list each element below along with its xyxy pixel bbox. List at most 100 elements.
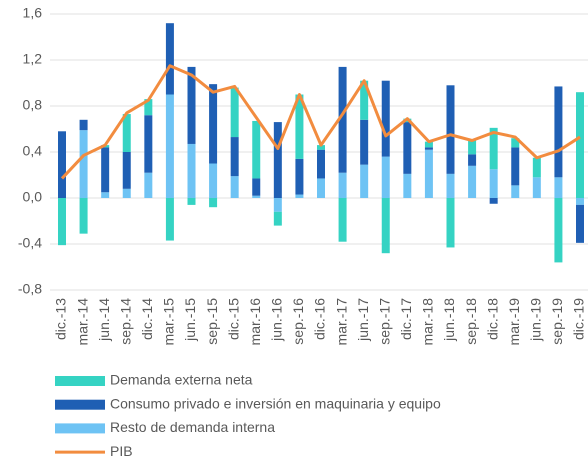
x-tick-label: dic.-13 xyxy=(53,298,69,340)
bar-segment xyxy=(122,114,131,152)
bar-segment xyxy=(273,198,282,212)
legend-swatch xyxy=(55,423,105,434)
x-tick-label: mar.-19 xyxy=(506,298,522,346)
bar-segment xyxy=(187,66,196,144)
bar-segment xyxy=(554,177,563,198)
bar-segment xyxy=(209,163,218,198)
bar-segment xyxy=(360,80,369,120)
bar-segment xyxy=(532,157,541,178)
bar-segment xyxy=(489,198,498,204)
x-tick-label: sep.-17 xyxy=(376,298,392,345)
bar-segment xyxy=(403,122,412,174)
bar-segment xyxy=(101,192,110,198)
x-tick-label: mar.-16 xyxy=(247,298,263,346)
bar-segment xyxy=(446,173,455,198)
bar-segment xyxy=(360,164,369,198)
bar-segment xyxy=(468,154,477,166)
bar-segment xyxy=(489,169,498,198)
bar-segment xyxy=(576,198,584,205)
x-tick-label: dic.-17 xyxy=(398,298,414,340)
x-tick-label: dic.-15 xyxy=(225,298,241,340)
bar-segment xyxy=(338,198,347,242)
x-tick-label: jun.-19 xyxy=(528,298,544,342)
x-tick-label: sep.-16 xyxy=(290,298,306,345)
x-tick-label: mar.-18 xyxy=(420,298,436,346)
bar-segment xyxy=(338,66,347,173)
bar-segment xyxy=(576,92,584,198)
x-tick-label: jun.-16 xyxy=(269,298,285,342)
bar-segment xyxy=(273,211,282,226)
bar-segment xyxy=(446,85,455,174)
bar-segment xyxy=(209,198,218,208)
legend-swatch xyxy=(55,376,105,386)
bar-segment xyxy=(468,165,477,198)
bar-segment xyxy=(79,130,88,198)
legend-label: Demanda externa neta xyxy=(110,372,253,388)
x-tick-label: dic.-18 xyxy=(484,298,500,340)
y-tick-label: 0,8 xyxy=(23,97,43,113)
bar-segment xyxy=(317,145,325,150)
bar-segment xyxy=(424,141,433,148)
x-tick-label: dic.-16 xyxy=(312,298,328,340)
x-tick-label: jun.-14 xyxy=(96,298,112,342)
bar-segment xyxy=(381,198,390,254)
bar-segment xyxy=(252,195,261,198)
x-tick-label: sep.-19 xyxy=(549,298,565,345)
bar-segment xyxy=(165,198,174,241)
x-tick-label: mar.-17 xyxy=(333,298,349,346)
y-tick-label: 0,4 xyxy=(23,143,43,159)
bar-segment xyxy=(187,198,196,205)
y-tick-label: 0,0 xyxy=(23,189,43,205)
bar-segment xyxy=(511,138,520,148)
bar-segment xyxy=(295,94,304,159)
bar-segment xyxy=(144,99,153,116)
x-tick-label: mar.-15 xyxy=(161,298,177,346)
bar-segment xyxy=(230,176,239,198)
bar-segment xyxy=(165,23,174,95)
bar-segment xyxy=(230,137,239,177)
y-tick-label: 1,6 xyxy=(23,5,43,21)
bar-segment xyxy=(79,119,88,131)
bar-segment xyxy=(511,185,520,198)
bar-segment xyxy=(338,172,347,198)
bar-segment xyxy=(511,147,520,186)
legend-label: PIB xyxy=(110,443,133,459)
x-tick-label: dic.-14 xyxy=(139,298,155,340)
line xyxy=(60,64,581,180)
bar-segment xyxy=(144,172,153,198)
bar-segment xyxy=(554,198,563,263)
bar-segment xyxy=(295,194,304,198)
bar-segment xyxy=(424,147,433,150)
y-tick-label: 1,2 xyxy=(23,51,43,67)
bar-segment xyxy=(122,188,131,198)
y-tick-label: -0,8 xyxy=(18,281,42,297)
x-tick-label: mar.-14 xyxy=(74,298,90,346)
bar-segment xyxy=(58,198,66,246)
bar-segment xyxy=(165,94,174,198)
x-tick-label: dic.-19 xyxy=(571,298,587,340)
bar-segment xyxy=(79,198,88,234)
x-tick-label: sep.-14 xyxy=(117,298,133,345)
legend-label: Consumo privado e inversión en maquinari… xyxy=(110,395,441,411)
bar-segment xyxy=(381,80,390,157)
bar-segment xyxy=(273,122,282,198)
bar-segment xyxy=(209,84,218,164)
x-tick-label: jun.-18 xyxy=(441,298,457,342)
bar-segment xyxy=(360,119,369,165)
bar-segment xyxy=(576,204,584,243)
bar-segment xyxy=(468,140,477,155)
bar-segment xyxy=(101,147,110,193)
bar-segment xyxy=(122,152,131,189)
bar-segment xyxy=(403,173,412,198)
bar-segment xyxy=(252,178,261,196)
x-tick-label: sep.-18 xyxy=(463,298,479,345)
x-tick-label: sep.-15 xyxy=(204,298,220,345)
bar-segment xyxy=(295,158,304,195)
bar-segment xyxy=(230,87,239,138)
y-tick-label: -0,4 xyxy=(18,235,42,251)
x-tick-label: jun.-15 xyxy=(182,298,198,342)
bar-segment xyxy=(446,198,455,248)
legend-label: Resto de demanda interna xyxy=(110,419,275,435)
bar-segment xyxy=(532,177,541,198)
